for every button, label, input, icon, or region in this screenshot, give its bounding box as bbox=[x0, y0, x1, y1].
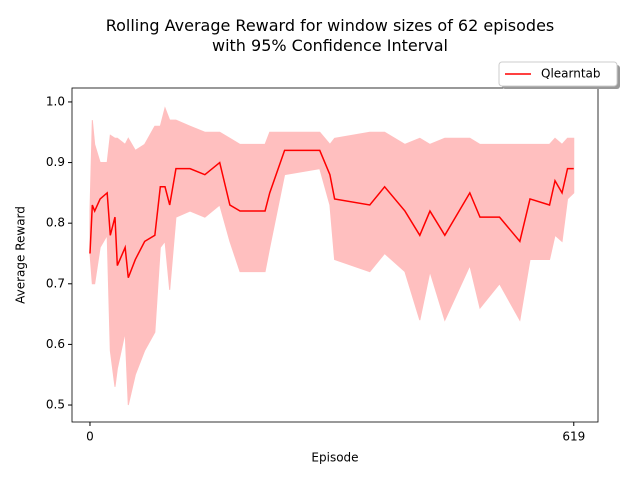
legend: Qlearntab bbox=[498, 61, 620, 89]
y-axis-label: Average Reward bbox=[14, 206, 28, 304]
y-tick-label: 0.6 bbox=[46, 337, 65, 351]
x-axis-label: Episode bbox=[311, 451, 358, 465]
y-tick-label: 0.7 bbox=[46, 276, 65, 290]
x-tick-label: 0 bbox=[86, 430, 94, 444]
plot-frame bbox=[71, 87, 599, 423]
legend-box bbox=[498, 61, 618, 87]
legend-label: Qlearntab bbox=[541, 67, 601, 81]
y-tick-label: 0.5 bbox=[46, 398, 65, 412]
line bbox=[89, 149, 574, 279]
y-tick-label: 0.8 bbox=[46, 216, 65, 230]
confidence-band bbox=[89, 106, 575, 406]
y-tick-label: 0.9 bbox=[46, 155, 65, 169]
y-tick-label: 1.0 bbox=[46, 94, 65, 108]
x-tick-label: 619 bbox=[562, 430, 585, 444]
chart-title: Rolling Average Reward for window sizes … bbox=[105, 16, 555, 55]
